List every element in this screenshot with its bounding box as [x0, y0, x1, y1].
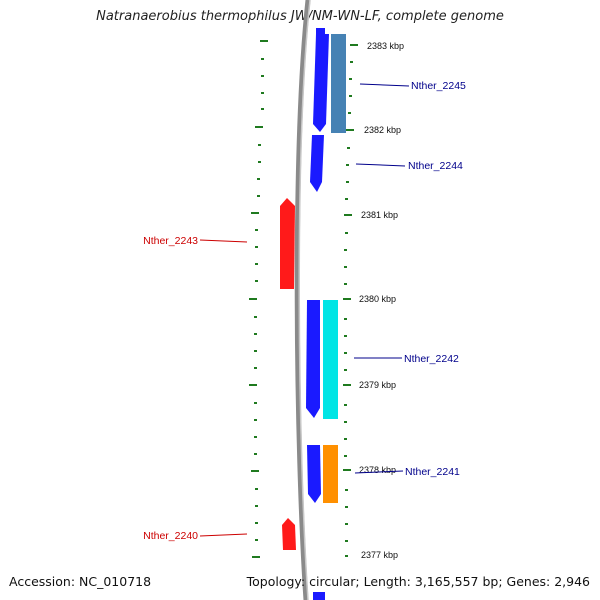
gene-label-nther-2245[interactable]: Nther_2245: [411, 80, 466, 92]
scale-label-2381: 2381 kbp: [361, 210, 398, 220]
forward-track-top: [316, 28, 325, 34]
gene-label-nther-2243[interactable]: Nther_2243: [143, 235, 198, 247]
scale-label-2380: 2380 kbp: [359, 294, 396, 304]
leader-line-nther-2243: [199, 239, 248, 243]
gene-arrow-nther-2243[interactable]: [280, 198, 295, 289]
gene-label-nther-2240[interactable]: Nther_2240: [143, 530, 198, 542]
leader-line-nther-2241: [354, 470, 404, 474]
gene-label-nther-2244[interactable]: Nther_2244: [408, 160, 463, 172]
gene-arrow-nther-2240[interactable]: [282, 518, 296, 550]
topology-label: Topology: circular; Length: 3,165,557 bp…: [246, 574, 590, 589]
gene-arrow-nther-2244[interactable]: [310, 135, 324, 192]
gene-arrow-nther-2245[interactable]: [313, 34, 329, 132]
gene-label-nther-2241[interactable]: Nther_2241: [405, 466, 460, 478]
forward-track-bottom: [313, 592, 325, 600]
cds-nther-2242[interactable]: [323, 300, 338, 419]
scale-label-2377: 2377 kbp: [361, 550, 398, 560]
genome-backbone-arc: [294, 0, 311, 600]
leader-line-nther-2240: [199, 533, 248, 537]
gene-label-nther-2242[interactable]: Nther_2242: [404, 353, 459, 365]
map-title: Natranaerobius thermophilus JW/NM-WN-LF,…: [96, 9, 504, 24]
cds-nther-2241[interactable]: [323, 445, 338, 503]
scale-label-2382: 2382 kbp: [364, 125, 401, 135]
reverse-strand-ticks: [249, 40, 268, 558]
cds-nther-2245[interactable]: [331, 34, 346, 133]
gene-arrow-nther-2242[interactable]: [306, 300, 320, 418]
forward-strand-ticks: [343, 44, 358, 557]
accession-label: Accession: NC_010718: [9, 574, 152, 589]
gene-arrow-nther-2241[interactable]: [307, 445, 321, 503]
scale-label-2379: 2379 kbp: [359, 380, 396, 390]
genome-backbone-highlight: [298, 0, 311, 600]
scale-label-2383: 2383 kbp: [367, 41, 404, 51]
leader-line-nther-2244: [355, 163, 406, 167]
leader-line-nther-2245: [359, 83, 410, 87]
scale-label-2378: 2378 kbp: [359, 465, 396, 475]
